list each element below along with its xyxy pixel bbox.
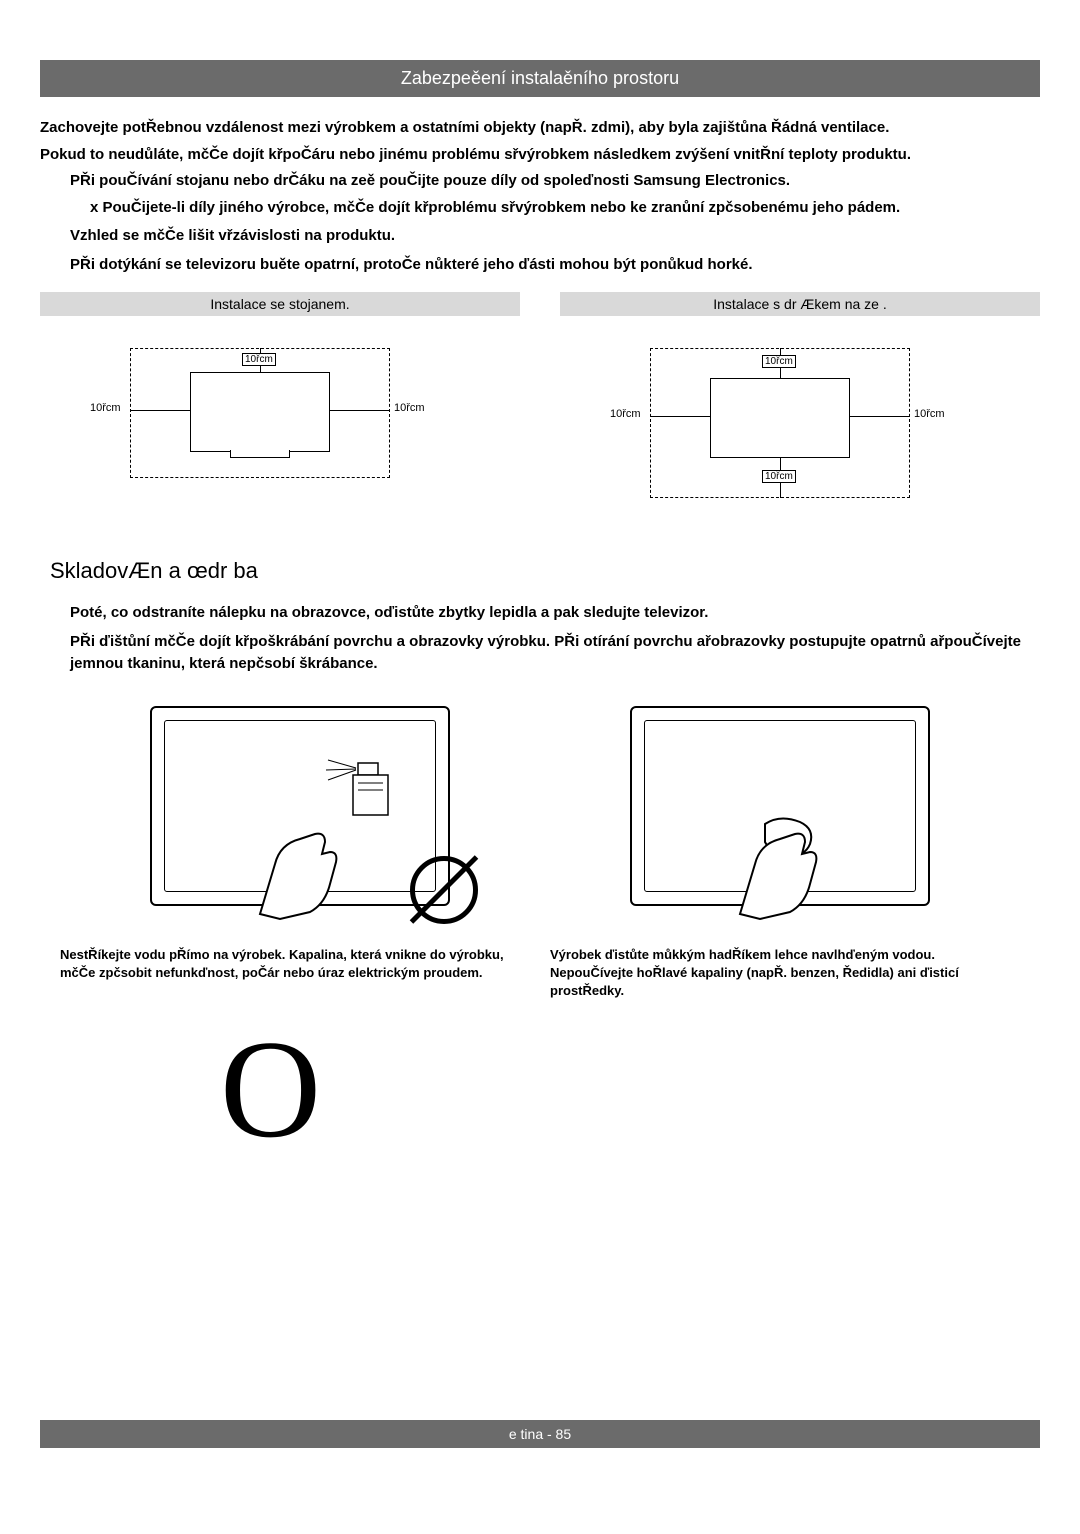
caption-right: Výrobek ďistůte můkkým hadŘíkem lehce na…	[550, 946, 1020, 1001]
diagram-row: Instalace se stojanem. 10řcm 10řcm 10řcm…	[40, 292, 1040, 508]
bullet-1: PŘi pouČívání stojanu nebo drČáku na zeě…	[70, 170, 1040, 193]
s2-line-1: Poté, co odstraníte nálepku na obrazovce…	[70, 602, 1040, 625]
intro-line-2: Pokud to neudůláte, mčČe dojít křpoČáru …	[40, 144, 1040, 167]
spray-illustration	[150, 706, 450, 906]
left-caption: Instalace se stojanem.	[40, 292, 520, 316]
wall-diagram: 10řcm 10řcm 10řcm 10řcm	[560, 328, 1040, 508]
diagram-left: Instalace se stojanem. 10řcm 10řcm 10řcm	[40, 292, 520, 508]
page-footer: e tina - 85	[40, 1420, 1040, 1448]
section-header: Zabezpeěení instalaěního prostoru	[40, 60, 1040, 97]
s2-line-2: PŘi ďištůní mčČe dojít křpoškrábání povr…	[70, 631, 1040, 676]
note-2: PŘi dotýkání se televizoru buěte opatrní…	[70, 254, 1040, 277]
right-caption: Instalace s dr Ækem na ze .	[560, 292, 1040, 316]
cleaning-row	[100, 706, 980, 906]
spray-bottle-icon	[318, 758, 408, 828]
prohibit-icon	[410, 856, 478, 924]
diagram-right: Instalace s dr Ækem na ze . 10řcm 10řcm …	[560, 292, 1040, 508]
note-1: Vzhled se mčČe lišit vřzávislosti na pro…	[70, 225, 1040, 248]
big-letter-o: O	[220, 1020, 1040, 1160]
cleaning-right	[580, 706, 980, 906]
caption-left: NestŘíkejte vodu pŘímo na výrobek. Kapal…	[60, 946, 530, 1001]
section-2-title: SkladovÆn a œdr ba	[50, 558, 1040, 584]
sub-bullet-1: x PouČijete-li díly jiného výrobce, mčČe…	[90, 197, 1040, 220]
wipe-illustration	[630, 706, 930, 906]
stand-diagram: 10řcm 10řcm 10řcm	[40, 328, 520, 508]
intro-line-1: Zachovejte potŘebnou vzdálenost mezi výr…	[40, 117, 1040, 140]
hand-cloth-icon	[710, 784, 850, 924]
caption-row: NestŘíkejte vodu pŘímo na výrobek. Kapal…	[60, 946, 1020, 1001]
cleaning-left	[100, 706, 500, 906]
